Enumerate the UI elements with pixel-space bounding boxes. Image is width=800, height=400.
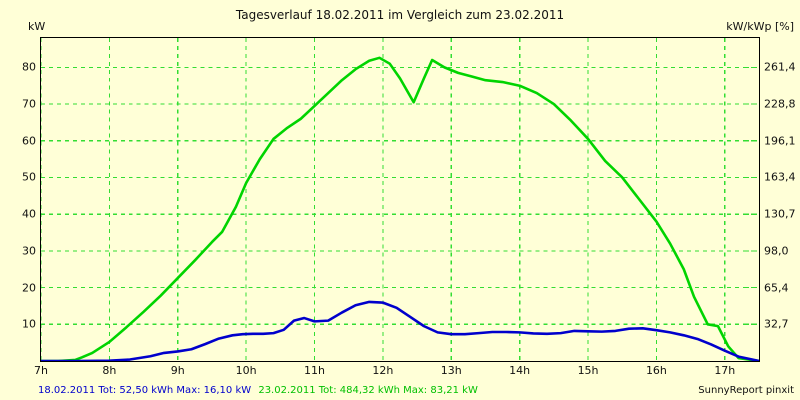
- y-axis-tick-label: 60: [22, 134, 36, 148]
- x-axis-tick-label: 15h: [577, 364, 599, 377]
- y2-axis-tick-label: 163,4: [764, 170, 796, 184]
- left-axis-unit-label: kW: [28, 20, 46, 33]
- plot-area: 10 20 30 40 50 60 70 80 32,7 65,4 98,0 130,7 163,4 1…: [22, 37, 796, 377]
- x-axis-tick-label: 16h: [645, 364, 667, 377]
- y-axis-tick-label: 80: [22, 60, 36, 74]
- y2-axis-tick-label: 32,7: [764, 317, 789, 331]
- legend: 18.02.2011 Tot: 52,50 kWh Max: 16,10 kW …: [38, 385, 482, 396]
- y2-axis-tick-label: 130,7: [764, 207, 796, 221]
- right-axis-unit-label: kW/kWp [%]: [726, 20, 794, 33]
- plot-svg: [41, 38, 759, 361]
- legend-item-series-b: 23.02.2011 Tot: 484,32 kWh Max: 83,21 kW: [258, 385, 478, 396]
- y-axis-tick-label: 40: [22, 207, 36, 221]
- x-axis-tick-label: 13h: [440, 364, 462, 377]
- y-axis-tick-label: 30: [22, 244, 36, 258]
- y2-axis-tick-label: 98,0: [764, 244, 789, 258]
- chart-title: Tagesverlauf 18.02.2011 im Vergleich zum…: [235, 8, 565, 22]
- x-axis-tick-label: 10h: [235, 364, 257, 377]
- x-axis-tick-label: 12h: [372, 364, 394, 377]
- y2-axis-tick-label: 228,8: [764, 97, 796, 111]
- y-axis-tick-label: 10: [22, 317, 36, 331]
- x-axis-tick-label: 11h: [304, 364, 325, 377]
- gridlines: [41, 38, 759, 361]
- legend-item-series-a: 18.02.2011 Tot: 52,50 kWh Max: 16,10 kW: [38, 385, 252, 396]
- series-lines: [41, 56, 759, 361]
- y-axis-tick-label: 20: [22, 281, 36, 295]
- x-axis-tick-label: 14h: [509, 364, 531, 377]
- x-axis-tick-label: 7h: [34, 364, 48, 377]
- y2-axis-tick-label: 261,4: [764, 60, 796, 74]
- y-axis-tick-label: 50: [22, 170, 36, 184]
- x-axis-tick-label: 8h: [102, 364, 117, 377]
- y2-axis-tick-label: 65,4: [764, 281, 789, 295]
- y2-axis-tick-label: 196,1: [764, 134, 796, 148]
- y-axis-tick-label: 70: [22, 97, 36, 111]
- x-axis-tick-label: 17h: [714, 364, 736, 377]
- watermark-label: SunnyReport pinxit: [698, 385, 794, 396]
- x-axis-tick-label: 9h: [170, 364, 185, 377]
